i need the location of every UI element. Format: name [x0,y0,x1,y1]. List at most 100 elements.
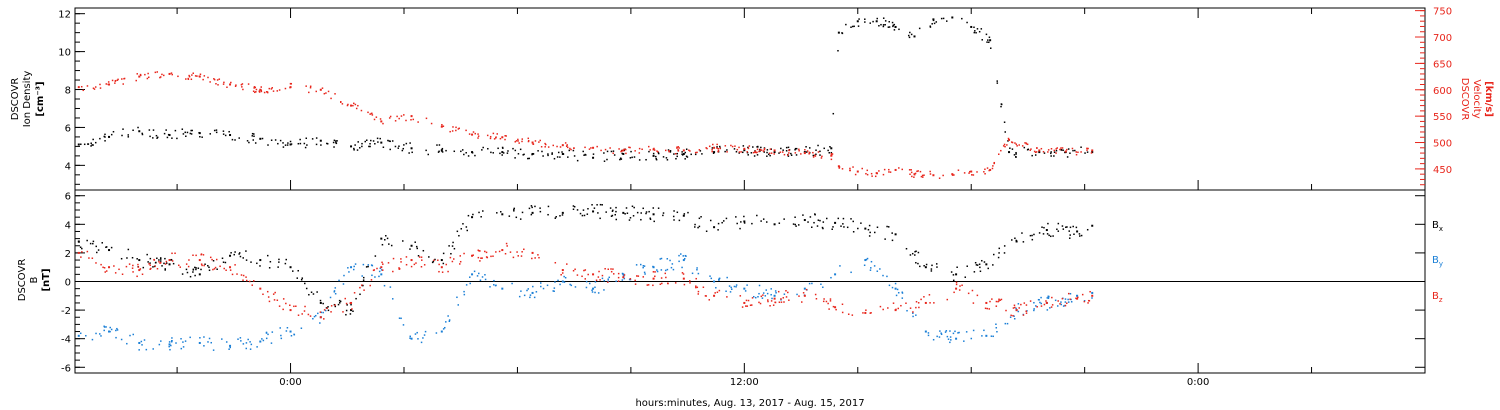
velocity-point [1055,152,1057,154]
bx-point [868,235,871,237]
by-point [1006,322,1009,325]
bx-point [740,221,742,223]
velocity-point [290,83,292,85]
by-point [115,329,117,332]
bx-point [966,265,968,267]
bz-point [504,252,507,255]
bx-point [1031,238,1034,241]
bz-point [392,257,395,260]
by-point [1062,305,1065,307]
by-point [729,291,732,293]
by-point [409,337,411,339]
velocity-point [986,167,989,169]
density-point [463,153,465,156]
velocity-point [838,166,841,168]
by-point [1076,294,1078,297]
velocity-point [813,154,816,156]
velocity-point [489,137,492,140]
by-point [950,339,952,341]
velocity-point [812,156,815,158]
velocity-point [694,151,697,154]
bx-point [547,205,550,208]
bz-point [451,260,454,263]
by-point [400,317,402,320]
bx-point [149,262,151,264]
by-point [743,287,746,290]
bz-point [561,272,564,274]
density-point [830,151,833,154]
velocity-point [821,155,823,158]
velocity-point [216,79,219,81]
velocity-point [970,170,973,173]
density-point [638,159,641,161]
velocity-point [527,140,530,143]
velocity-point [628,146,630,149]
legend-bx: Bx [1432,220,1443,233]
velocity-point [731,145,734,148]
density-point [1086,151,1089,153]
bx-point [832,226,834,228]
density-point [299,142,302,145]
density-point [408,152,410,154]
velocity-point [763,148,766,151]
density-point [171,137,173,139]
density-point [374,143,376,145]
bz-point [1061,297,1064,300]
velocity-tick-label: 700 [1433,33,1452,44]
by-point [771,297,773,300]
by-point [285,330,288,332]
velocity-point [477,137,479,139]
bz-point [801,301,803,303]
by-point [182,341,184,343]
bz-point [392,270,394,273]
bz-point [623,274,626,276]
by-point [927,334,930,337]
velocity-point [108,83,110,86]
bz-point [449,256,452,259]
bz-point [351,308,353,310]
velocity-point [80,85,83,88]
velocity-point [565,145,568,147]
velocity-tick-label: 750 [1433,7,1452,18]
density-point [684,158,686,160]
bz-point [484,250,486,253]
bx-point [886,225,888,228]
by-point [603,279,606,282]
velocity-point [203,75,206,77]
by-point [140,340,143,343]
velocity-point [369,113,371,115]
bx-point [192,268,195,271]
density-point [655,155,657,158]
bx-point [992,253,995,256]
bx-point [869,231,871,234]
by-point [955,337,958,340]
bx-point [795,225,797,227]
by-point [601,277,604,280]
b-tick-label: -6 [61,363,71,374]
bz-point [86,250,89,253]
bz-point [102,266,104,269]
density-point [878,25,880,27]
by-point [312,317,314,320]
density-point [284,144,287,146]
density-point [1062,149,1064,152]
density-point [165,129,167,131]
bz-point [490,255,492,258]
velocity-point [360,109,363,112]
by-point [684,254,687,257]
bx-point [1022,241,1025,243]
bx-point [216,268,218,270]
density-point [1009,147,1011,149]
density-point [287,142,289,144]
by-point [901,291,903,294]
bz-point [301,313,303,315]
velocity-point [468,133,471,135]
bx-point [164,268,166,270]
density-point [884,23,886,26]
bz-point [918,306,920,309]
density-point [80,143,82,146]
density-point [882,24,885,26]
density-point [436,144,438,146]
bz-point [459,260,462,263]
by-point [367,264,370,266]
